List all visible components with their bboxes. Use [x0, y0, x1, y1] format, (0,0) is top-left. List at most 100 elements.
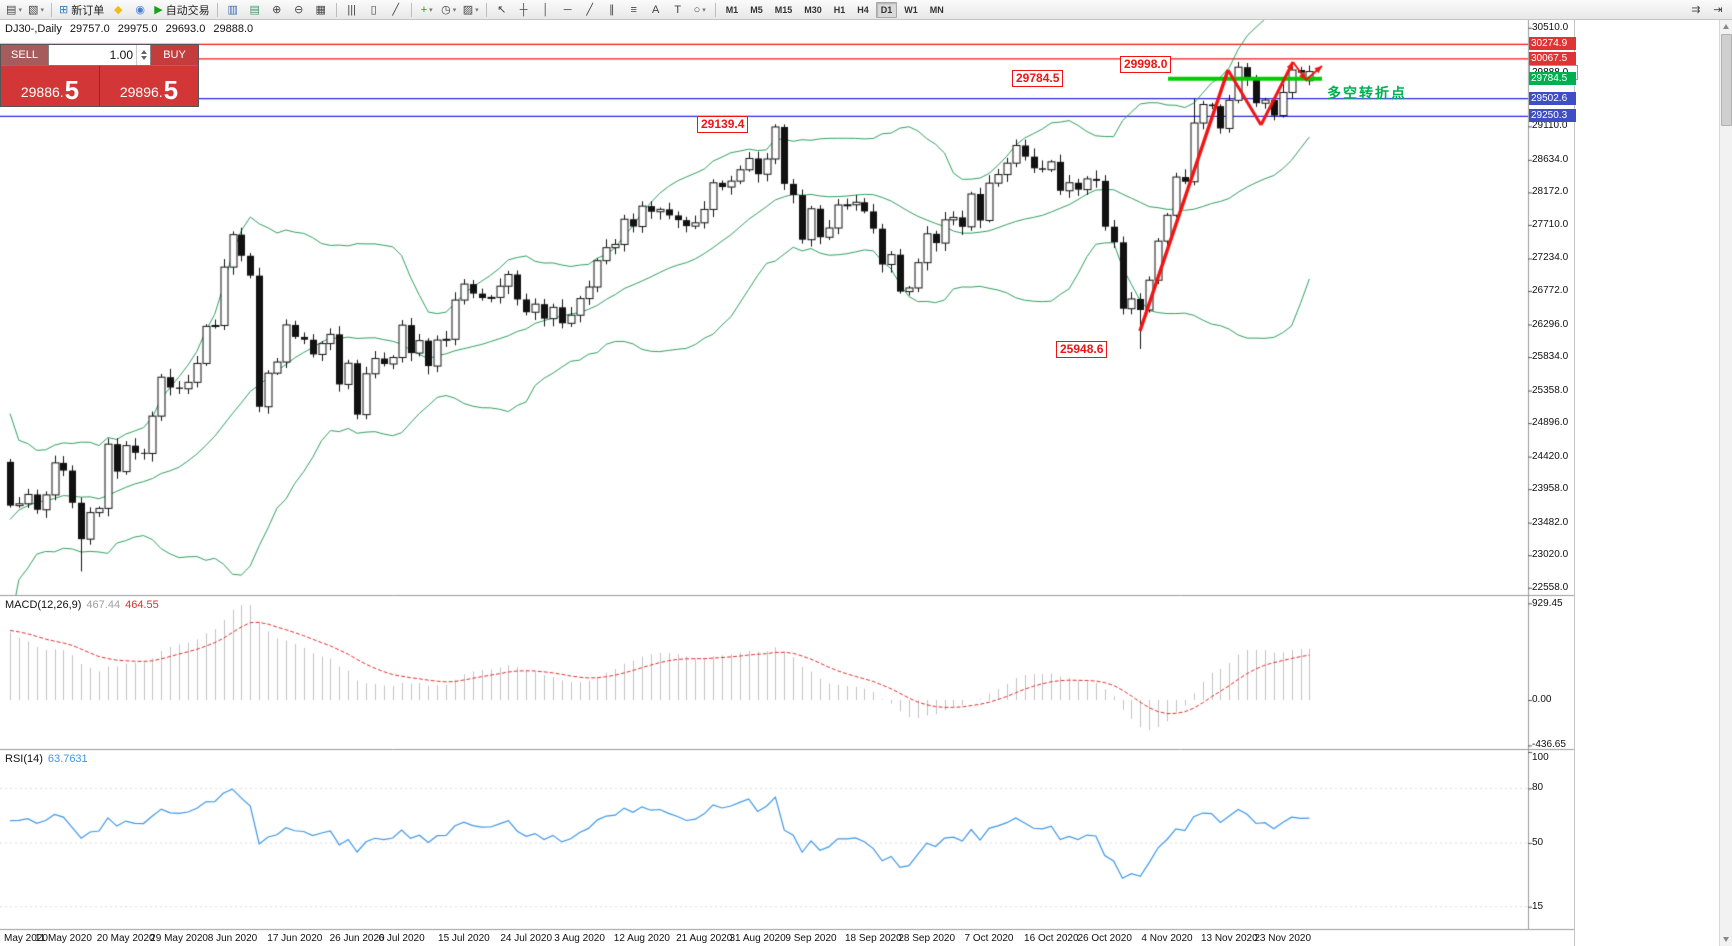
chart-shift-icon: ⇥ — [1713, 3, 1723, 16]
sell-price-button[interactable]: 29886. 5 — [1, 66, 100, 106]
y-axis-label: 23482.0 — [1532, 516, 1569, 528]
chart-line-icon[interactable]: ╱ — [386, 2, 406, 18]
trendline-icon[interactable]: ╱ — [580, 2, 600, 18]
vertical-scrollbar[interactable] — [1719, 20, 1732, 946]
timeframe-M1[interactable]: M1 — [725, 4, 739, 15]
channel-icon: ∥ — [608, 3, 615, 16]
main-toolbar: ▤ ▾ ▧ ▾ ⊞ 新订单 ◆ ◉ ▶ 自动交易 ▥ ▤ ⊕ ⊖ ▦ ||| ▯ ╱ + ▾ ◷ ▾ ▨ ▾ ↖ ┼ │ ─ ╱ ∥ ≡ A T… — [0, 0, 1732, 20]
chart-shift-icon[interactable]: ⇥ — [1708, 2, 1728, 18]
price-annotation[interactable]: 29784.5 — [1012, 70, 1064, 87]
x-axis-label: 8 Jun 2020 — [207, 933, 258, 944]
timeframe-W1[interactable]: W1 — [904, 4, 918, 15]
scrollbar-thumb[interactable] — [1721, 34, 1732, 126]
horizontal-line-icon: ─ — [563, 3, 572, 16]
timeframe-M5[interactable]: M5 — [750, 4, 763, 15]
vertical-line-icon[interactable]: │ — [536, 2, 556, 18]
text-icon[interactable]: A — [646, 2, 666, 18]
timeframe-M15[interactable]: M15 — [774, 4, 793, 15]
chevron-down-icon: ▾ — [40, 6, 44, 14]
price-annotation[interactable]: 25948.6 — [1056, 341, 1108, 358]
rsi-axis-label: 15 — [1532, 900, 1544, 912]
data-window-icon[interactable]: ▤ — [245, 2, 265, 18]
down-arrow-icon — [1723, 937, 1729, 942]
x-axis-label: 9 Sep 2020 — [785, 933, 837, 944]
x-axis-label: 6 Jul 2020 — [378, 933, 425, 944]
timeframe-H4[interactable]: H4 — [857, 4, 869, 15]
x-axis-label: 4 Nov 2020 — [1141, 933, 1193, 944]
metaeditor-icon[interactable]: ◆ — [108, 2, 128, 18]
horizontal-line-icon[interactable]: ─ — [558, 2, 578, 18]
fibonacci-icon[interactable]: ≡ — [624, 2, 644, 18]
indicators-icon[interactable]: + ▾ — [417, 2, 437, 18]
auto-trading-button[interactable]: ▶ 自动交易 — [152, 2, 211, 18]
sell-button[interactable]: SELL — [1, 45, 48, 65]
templates-icon: ▨ — [462, 3, 474, 16]
chart-candles-icon[interactable]: ▯ — [364, 2, 384, 18]
x-axis-label: 31 Aug 2020 — [729, 933, 786, 944]
volume-up-icon[interactable] — [140, 50, 147, 54]
text-label-icon[interactable]: T — [668, 2, 688, 18]
sell-price: 29886. — [20, 84, 64, 100]
new-chart-icon[interactable]: ▤ ▾ — [4, 2, 24, 18]
crosshair-icon[interactable]: ┼ — [514, 2, 534, 18]
experts-icon[interactable]: ◉ — [130, 2, 150, 18]
chevron-down-icon: ▾ — [702, 6, 706, 14]
scrollbar-up-arrow[interactable] — [1720, 20, 1732, 33]
y-axis-label: 29110.0 — [1532, 120, 1568, 132]
cursor-icon[interactable]: ↖ — [492, 2, 512, 18]
x-axis-label: 20 May 2020 — [96, 933, 155, 944]
x-axis-label: 18 Sep 2020 — [844, 933, 902, 944]
y-axis-badge: 29784.5 — [1529, 71, 1576, 85]
timeframe-M30[interactable]: M30 — [804, 4, 822, 15]
tile-windows-icon: ▦ — [315, 3, 326, 16]
x-axis-label: 15 Jul 2020 — [438, 933, 490, 944]
volume-stepper[interactable] — [136, 45, 150, 65]
templates-icon[interactable]: ▨ ▾ — [461, 2, 481, 18]
chart-high: 29975.0 — [117, 23, 158, 35]
fibonacci-icon: ≡ — [630, 3, 637, 16]
new-order-button[interactable]: ⊞ 新订单 — [57, 2, 106, 18]
y-axis-badge: 30274.9 — [1529, 37, 1576, 51]
price-annotation[interactable]: 29139.4 — [697, 116, 749, 133]
timeframe-H1[interactable]: H1 — [833, 4, 846, 15]
profiles-icon[interactable]: ▧ ▾ — [26, 2, 46, 18]
shapes-icon[interactable]: ○ ▾ — [690, 2, 710, 18]
one-click-trading-panel: SELL 1.00 BUY 29886. 5 29896. 5 — [0, 44, 199, 107]
y-axis-label: 23958.0 — [1532, 483, 1569, 495]
turning-point-note[interactable]: 多空转折点 — [1327, 85, 1407, 101]
volume-down-icon[interactable] — [140, 56, 147, 60]
channel-icon[interactable]: ∥ — [602, 2, 622, 18]
periods-icon[interactable]: ◷ ▾ — [439, 2, 459, 18]
zoom-in-icon[interactable]: ⊕ — [267, 2, 287, 18]
profiles-icon: ▧ — [28, 3, 39, 16]
volume-input[interactable]: 1.00 — [48, 45, 151, 65]
buy-button[interactable]: BUY — [151, 45, 198, 65]
buy-price-button[interactable]: 29896. 5 — [100, 66, 198, 106]
y-axis-label: 26296.0 — [1532, 318, 1569, 330]
scrollbar-down-arrow[interactable] — [1720, 933, 1732, 946]
chart-close: 29888.0 — [213, 23, 254, 35]
macd-axis-label: 929.45 — [1532, 598, 1563, 609]
zoom-out-icon[interactable]: ⊖ — [289, 2, 309, 18]
x-axis-label: 26 Jun 2020 — [329, 933, 385, 944]
y-axis-badge: 30067.5 — [1529, 51, 1576, 65]
price-annotation[interactable]: 29998.0 — [1120, 56, 1172, 73]
periods-icon: ◷ — [441, 3, 451, 16]
new-chart-icon: ▤ — [6, 3, 17, 16]
chart-low: 29693.0 — [165, 23, 206, 35]
chart-line-icon: ╱ — [392, 3, 399, 16]
text-label-icon: T — [674, 3, 682, 16]
rsi-axis-label: 100 — [1532, 752, 1549, 763]
auto-scroll-icon[interactable]: ⇉ — [1686, 2, 1706, 18]
buy-price-pip: 5 — [163, 75, 179, 105]
tile-windows-icon[interactable]: ▦ — [311, 2, 331, 18]
text-icon: A — [652, 3, 660, 16]
market-watch-icon[interactable]: ▥ — [223, 2, 243, 18]
chart-bars-icon[interactable]: ||| — [342, 2, 362, 18]
metaeditor-icon: ◆ — [113, 3, 123, 16]
timeframe-MN[interactable]: MN — [929, 4, 944, 15]
timeframe-D1[interactable]: D1 — [875, 1, 898, 18]
y-axis-label: 23020.0 — [1532, 549, 1569, 561]
data-window-icon: ▤ — [249, 3, 260, 16]
